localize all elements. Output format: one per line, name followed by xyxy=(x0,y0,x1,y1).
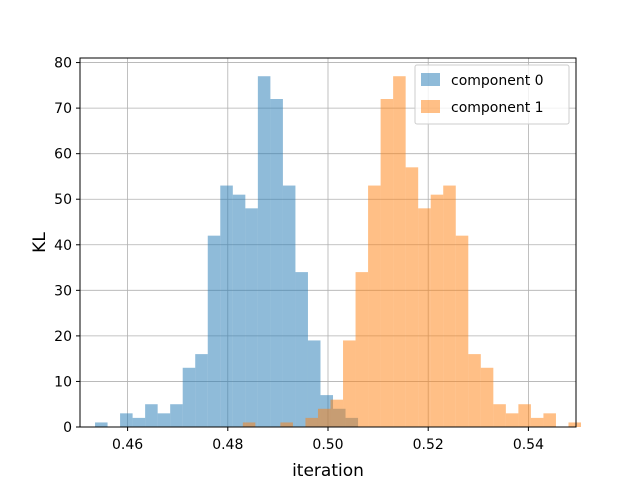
histogram-bar-component-1 xyxy=(317,408,331,427)
histogram-bar-component-0 xyxy=(120,413,133,427)
y-axis-ticks: 0 10 20 30 40 50 60 70 80 xyxy=(54,56,80,436)
legend: component 0 component 1 xyxy=(414,64,570,125)
histogram-bar-component-1 xyxy=(280,422,293,427)
histogram-bar-component-1 xyxy=(455,235,469,427)
x-tick-label: 0.52 xyxy=(413,437,444,453)
legend-label-component-0: component 0 xyxy=(451,73,544,89)
legend-label-component-1: component 1 xyxy=(451,100,544,116)
histogram-bar-component-0 xyxy=(257,76,271,427)
legend-box xyxy=(414,64,570,125)
histogram-bar-component-0 xyxy=(295,272,308,427)
histogram-bar-component-1 xyxy=(330,399,344,427)
histogram-bar-component-1 xyxy=(380,99,394,427)
histogram-bar-component-0 xyxy=(270,99,283,427)
x-tick-label: 0.50 xyxy=(312,437,343,453)
y-tick-label: 0 xyxy=(63,420,72,436)
histogram-bar-component-1 xyxy=(430,194,444,427)
y-tick-label: 70 xyxy=(54,101,72,117)
histogram-bar-component-1 xyxy=(480,367,494,427)
histogram-bar-component-0 xyxy=(95,422,108,427)
histogram-bar-component-0 xyxy=(170,404,183,427)
histogram-bar-component-1 xyxy=(418,208,431,427)
y-tick-label: 40 xyxy=(54,238,72,254)
y-tick-label: 10 xyxy=(54,374,72,390)
legend-swatch-component-1 xyxy=(421,100,440,113)
histogram-bar-component-1 xyxy=(393,76,406,427)
histogram-bar-component-0 xyxy=(132,417,146,427)
y-tick-label: 80 xyxy=(54,56,72,72)
histogram-bar-component-1 xyxy=(355,272,369,427)
y-tick-label: 50 xyxy=(54,192,72,208)
histogram-bar-component-1 xyxy=(543,413,556,427)
histogram-bar-component-0 xyxy=(232,194,246,427)
histogram-bar-component-1 xyxy=(493,404,506,427)
histogram-bar-component-0 xyxy=(195,354,208,427)
histogram-bar-component-0 xyxy=(245,208,258,427)
histogram-bar-component-0 xyxy=(157,413,171,427)
histogram-bar-component-1 xyxy=(530,417,544,427)
x-tick-label: 0.54 xyxy=(513,437,544,453)
histogram-bar-component-1 xyxy=(568,422,582,427)
histogram-bar-component-0 xyxy=(145,404,158,427)
histogram-bar-component-0 xyxy=(207,235,221,427)
histogram-bar-component-0 xyxy=(307,340,321,427)
x-axis-label: iteration xyxy=(292,461,364,480)
histogram-bar-component-1 xyxy=(368,185,381,427)
x-tick-label: 0.46 xyxy=(112,437,143,453)
x-tick-label: 0.48 xyxy=(212,437,243,453)
histogram-bar-component-0 xyxy=(282,185,296,427)
y-tick-label: 60 xyxy=(54,147,72,163)
histogram-bar-component-1 xyxy=(305,417,318,427)
x-axis-ticks: 0.46 0.48 0.50 0.52 0.54 xyxy=(112,427,544,453)
histogram-bar-component-0 xyxy=(220,185,233,427)
histogram-bar-component-0 xyxy=(182,367,196,427)
legend-swatch-component-0 xyxy=(421,73,440,86)
histogram-bar-component-1 xyxy=(518,404,531,427)
histogram-bar-component-1 xyxy=(343,340,356,427)
histogram-bars xyxy=(95,76,582,428)
histogram-bar-component-1 xyxy=(242,422,256,427)
histogram-bar-component-1 xyxy=(405,167,419,428)
histogram-bar-component-1 xyxy=(505,413,519,427)
histogram-bar-component-1 xyxy=(443,185,456,427)
y-tick-label: 20 xyxy=(54,329,72,345)
y-tick-label: 30 xyxy=(54,283,72,299)
histogram-bar-component-1 xyxy=(468,354,481,427)
y-axis-label: KL xyxy=(30,232,50,253)
